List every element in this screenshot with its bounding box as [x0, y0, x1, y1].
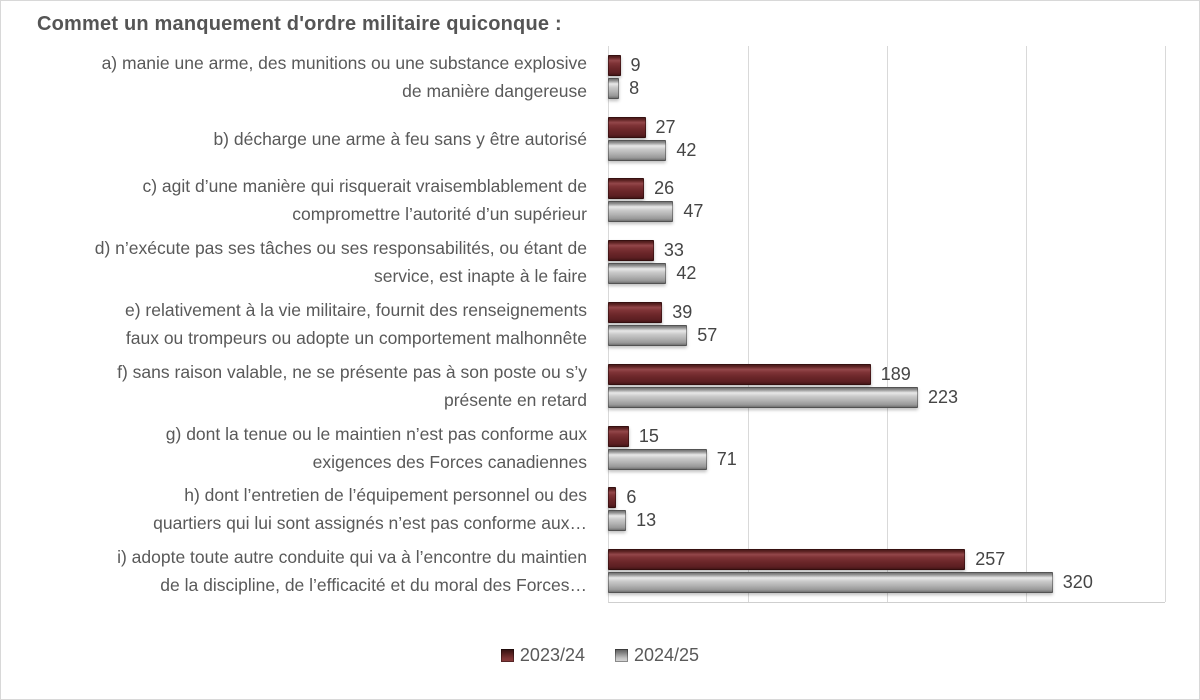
gridline-100 [748, 46, 749, 602]
bar-2024-25 [608, 325, 688, 347]
bar-2023-24 [608, 116, 646, 138]
bar-2023-24 [608, 302, 663, 324]
chart-row: d) n’exécute pas ses tâches ou ses respo… [1, 231, 1199, 293]
data-label: 33 [663, 240, 684, 261]
legend-item-2024-25: 2024/25 [615, 645, 699, 666]
chart-row: f) sans raison valable, ne se présente p… [1, 355, 1199, 417]
category-label: b) décharge une arme à feu sans y être a… [213, 128, 587, 149]
data-label: 9 [630, 54, 641, 75]
chart-row: b) décharge une arme à feu sans y être a… [1, 108, 1199, 170]
data-label: 6 [626, 487, 637, 508]
legend-swatch-2024-25-icon [615, 649, 628, 662]
data-label: 42 [676, 263, 697, 284]
data-label: 15 [638, 425, 659, 446]
category-label: f) sans raison valable, ne se présente p… [117, 361, 587, 410]
legend-label-2024-25: 2024/25 [634, 645, 700, 665]
chart-row: g) dont la tenue ou le maintien n’est pa… [1, 417, 1199, 479]
gridline-400 [1165, 46, 1166, 602]
data-label: 71 [716, 448, 737, 469]
category-label: h) dont l’entretien de l’équipement pers… [153, 485, 587, 534]
legend-label-2023-24: 2023/24 [519, 645, 585, 665]
bar-2023-24 [608, 54, 621, 76]
bar-2024-25 [608, 139, 667, 161]
bar-2023-24 [608, 240, 654, 262]
gridline-300 [1026, 46, 1027, 602]
chart-row: h) dont l’entretien de l’équipement pers… [1, 478, 1199, 540]
chart-row: a) manie une arme, des munitions ou une … [1, 46, 1199, 108]
data-label: 47 [683, 201, 704, 222]
category-label: d) n’exécute pas ses tâches ou ses respo… [94, 238, 587, 287]
chart-row: i) adopte toute autre conduite qui va à … [1, 540, 1199, 602]
category-label: g) dont la tenue ou le maintien n’est pa… [165, 423, 587, 472]
bar-2024-25 [608, 510, 627, 532]
legend-swatch-2023-24-icon [500, 649, 514, 662]
data-label: 42 [676, 139, 697, 160]
bar-2023-24 [608, 487, 617, 509]
bar-2024-25 [608, 448, 707, 470]
data-label: 257 [975, 549, 1006, 570]
data-label: 26 [654, 178, 675, 199]
bar-2024-25 [608, 77, 620, 99]
category-label: a) manie une arme, des munitions ou une … [101, 52, 587, 101]
bar-2024-25 [608, 201, 674, 223]
gridline-200 [887, 46, 888, 602]
bar-2023-24 [608, 178, 645, 200]
category-label: c) agit d’une manière qui risquerait vra… [142, 176, 587, 225]
chart-title: Commet un manquement d'ordre militaire q… [37, 13, 562, 35]
data-label: 57 [697, 325, 718, 346]
plot-area [608, 46, 1166, 603]
data-label: 223 [927, 386, 959, 407]
data-label: 39 [672, 302, 693, 323]
category-rows: a) manie une arme, des munitions ou une … [1, 46, 1199, 602]
bar-2023-24 [608, 363, 871, 385]
bar-2024-25 [608, 386, 918, 408]
data-label: 27 [655, 116, 676, 137]
legend-item-2023-24: 2023/24 [500, 645, 585, 666]
legend: 2023/24 2024/25 [1, 645, 1199, 666]
chart-row: c) agit d’une manière qui risquerait vra… [1, 170, 1199, 232]
bar-2023-24 [608, 549, 966, 571]
chart-row: e) relativement à la vie militaire, four… [1, 293, 1199, 355]
bar-2024-25 [608, 263, 667, 285]
category-label: e) relativement à la vie militaire, four… [124, 300, 587, 349]
category-label: i) adopte toute autre conduite qui va à … [117, 547, 587, 596]
data-label: 8 [629, 77, 640, 98]
bar-2023-24 [608, 425, 629, 447]
data-label: 13 [636, 510, 657, 531]
data-label: 189 [880, 363, 911, 384]
data-label: 320 [1062, 572, 1093, 593]
bar-2024-25 [608, 572, 1053, 594]
